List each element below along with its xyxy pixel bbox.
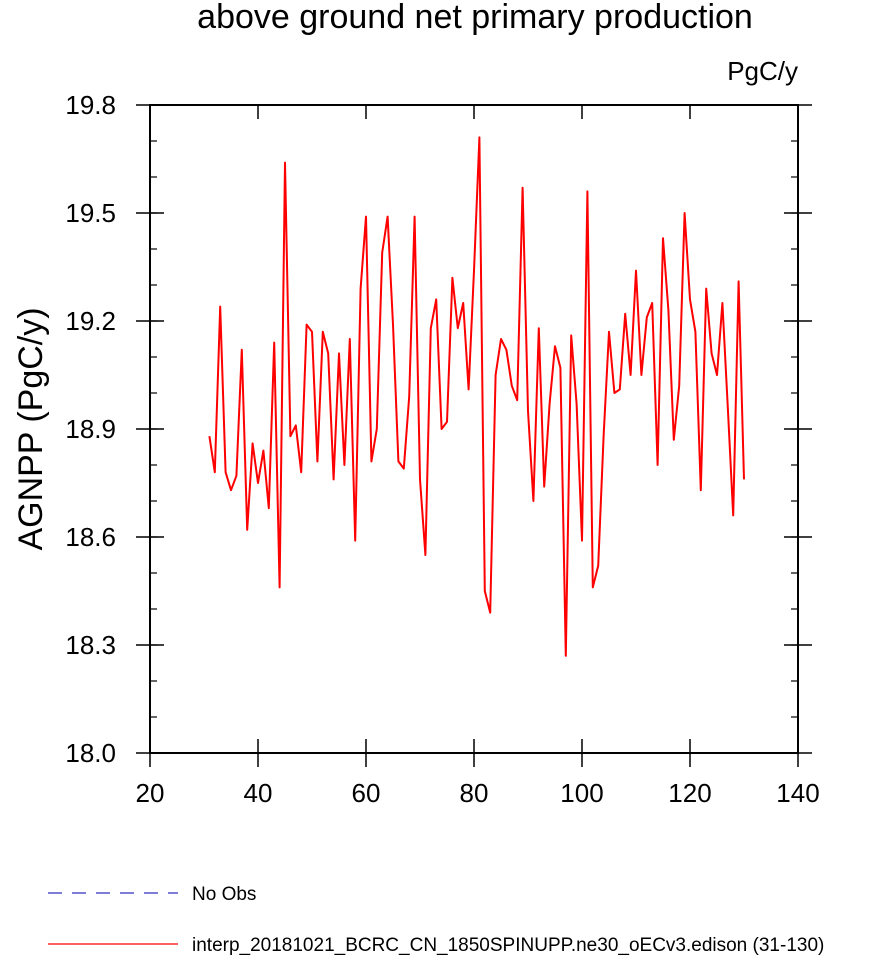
y-tick-label: 18.3 xyxy=(65,630,116,660)
y-tick-label: 18.9 xyxy=(65,414,116,444)
y-tick-label: 19.5 xyxy=(65,198,116,228)
series-line xyxy=(208,136,745,657)
units-label: PgC/y xyxy=(727,56,798,86)
series-group xyxy=(208,136,745,657)
y-tick-label: 19.2 xyxy=(65,306,116,336)
y-tick-label: 18.0 xyxy=(65,738,116,768)
axis-ticks xyxy=(136,104,812,767)
legend-label-model: interp_20181021_BCRC_CN_1850SPINUPP.ne30… xyxy=(192,935,824,956)
plot-frame xyxy=(149,104,799,754)
legend: No Obs interp_20181021_BCRC_CN_1850SPINU… xyxy=(48,884,824,956)
x-tick-label: 40 xyxy=(244,778,273,808)
chart-title: above ground net primary production xyxy=(197,0,753,36)
axis-tick-labels: 20 40 60 80 100 120 140 18.0 18.3 18.6 18.9 19.2 19.… xyxy=(65,90,819,808)
x-tick-label: 140 xyxy=(776,778,819,808)
y-axis-label: AGNPP (PgC/y) xyxy=(12,307,50,550)
x-tick-label: 20 xyxy=(136,778,165,808)
x-tick-label: 80 xyxy=(460,778,489,808)
legend-label-no-obs: No Obs xyxy=(192,884,256,905)
x-tick-label: 60 xyxy=(352,778,381,808)
y-tick-label: 19.8 xyxy=(65,90,116,120)
y-tick-label: 18.6 xyxy=(65,522,116,552)
x-tick-label: 100 xyxy=(560,778,603,808)
x-tick-label: 120 xyxy=(668,778,711,808)
